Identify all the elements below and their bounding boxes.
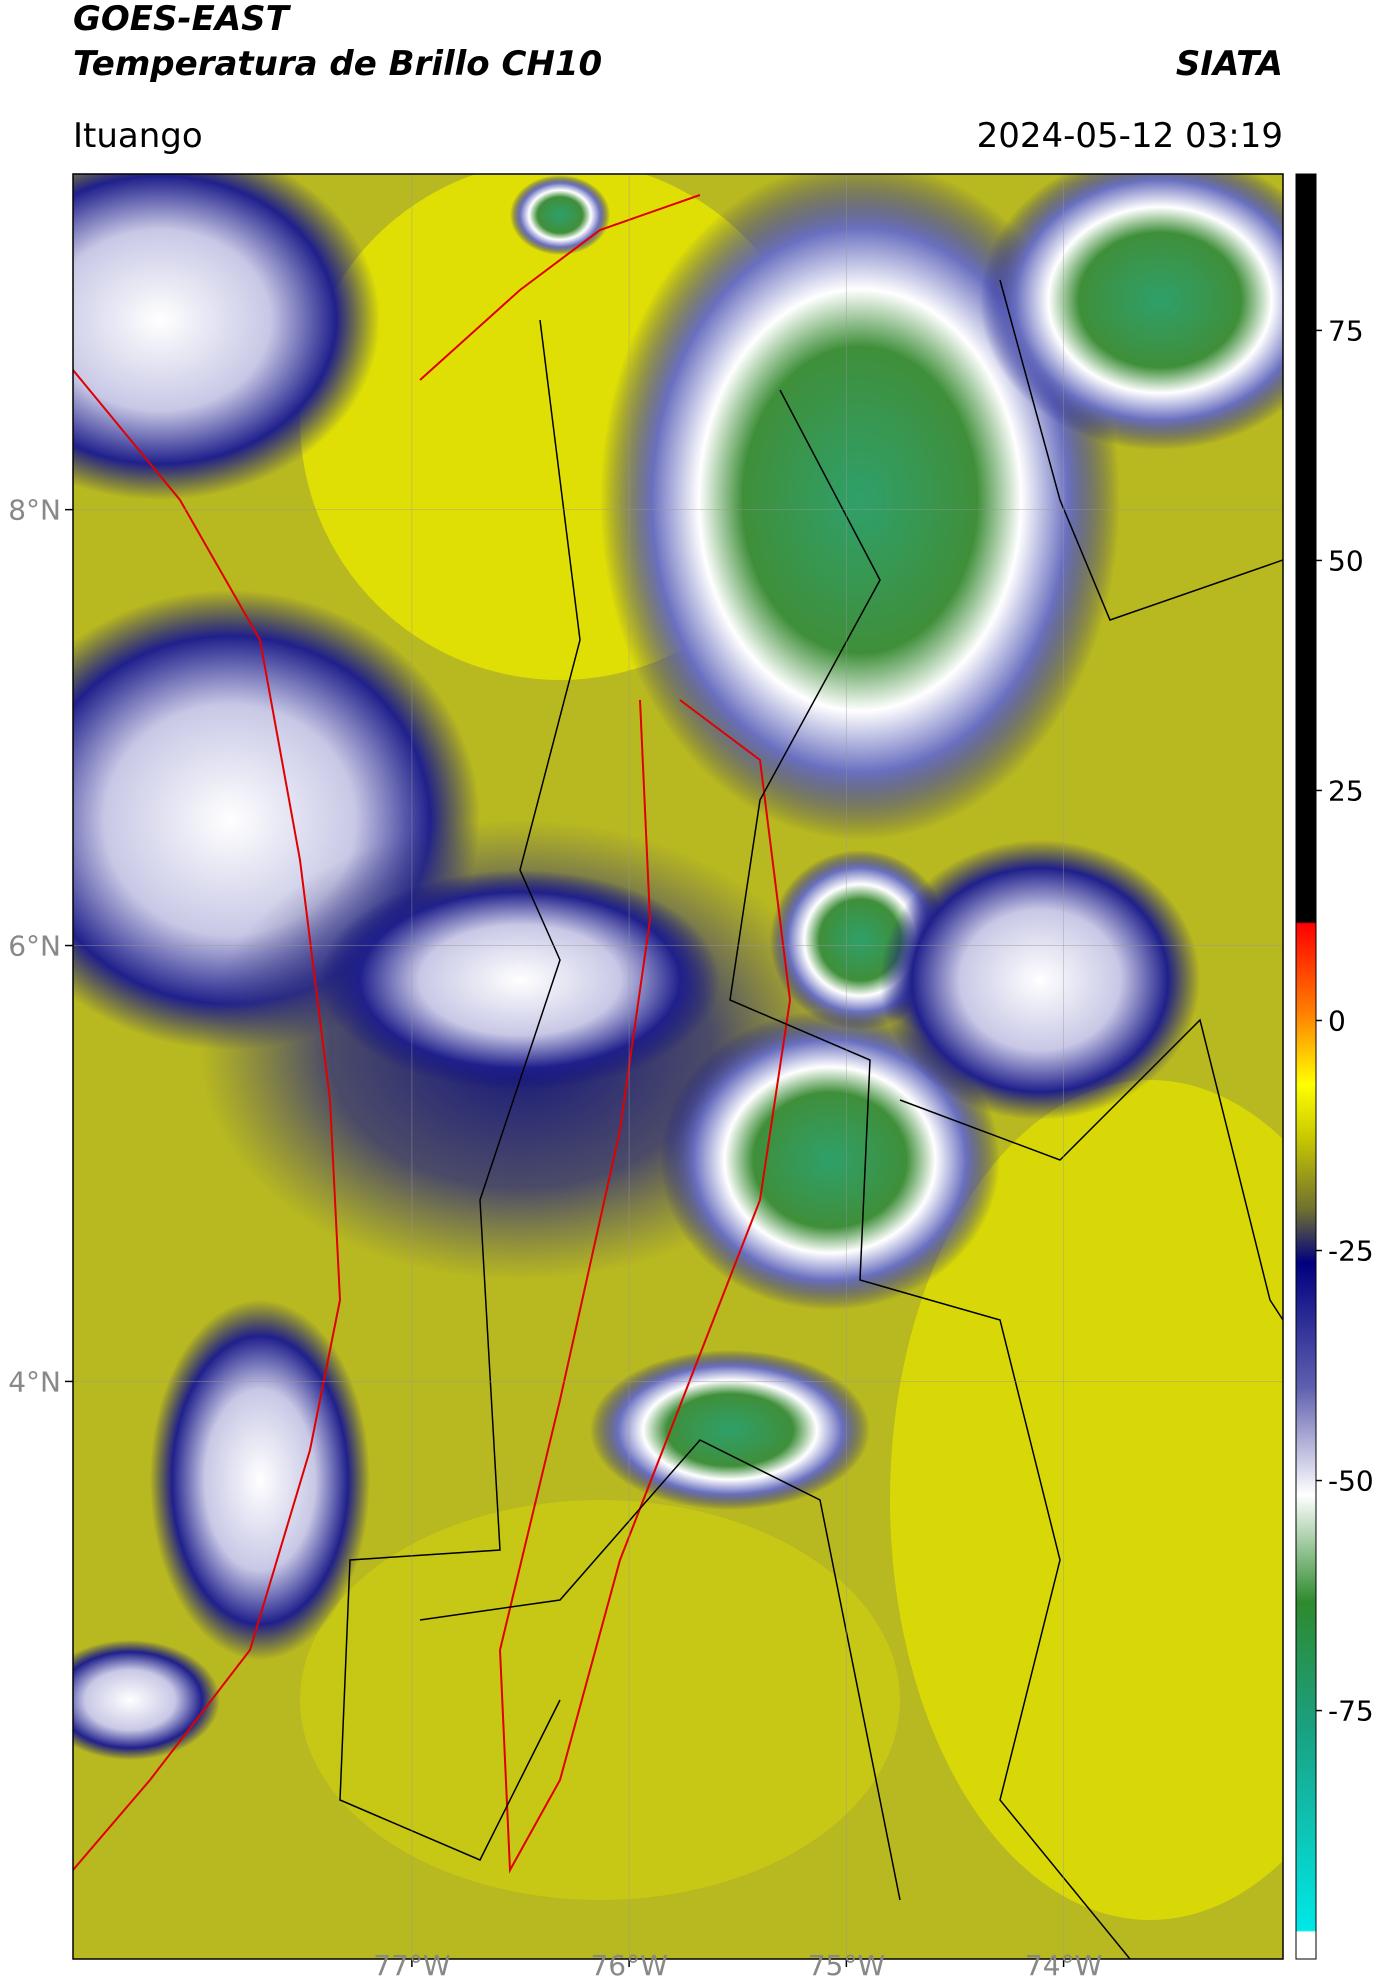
product-title: Temperatura de Brillo CH10	[73, 44, 602, 84]
lon-tick-label: 75°W	[808, 1949, 885, 1981]
datetime: 2024-05-12 03:19	[977, 116, 1283, 156]
lon-tick-label: 74°W	[1025, 1949, 1102, 1981]
lon-tick-label: 76°W	[590, 1949, 667, 1981]
map-frame	[72, 173, 1284, 1960]
colorbar-tick-label: 75	[1328, 314, 1364, 347]
colorbar-tick-label: -50	[1328, 1465, 1374, 1498]
satellite-image	[73, 174, 1283, 1959]
lat-tick-label: 4°N	[8, 1365, 61, 1398]
colorbar-tick-label: 25	[1328, 774, 1364, 807]
satellite-title: GOES-EAST	[73, 0, 292, 39]
colorbar	[1295, 173, 1317, 1960]
colorbar-tick-label: -75	[1328, 1695, 1374, 1728]
location: Ituango	[73, 116, 203, 156]
colorbar-tick-label: 0	[1328, 1004, 1346, 1037]
colorbar-tick-label: -25	[1328, 1235, 1374, 1268]
lon-tick-label: 77°W	[373, 1949, 450, 1981]
graticule	[65, 174, 1283, 1967]
lat-tick-label: 8°N	[8, 494, 61, 527]
organization: SIATA	[1176, 44, 1283, 84]
lat-tick-label: 6°N	[8, 930, 61, 963]
colorbar-tick-label: 50	[1328, 544, 1364, 577]
